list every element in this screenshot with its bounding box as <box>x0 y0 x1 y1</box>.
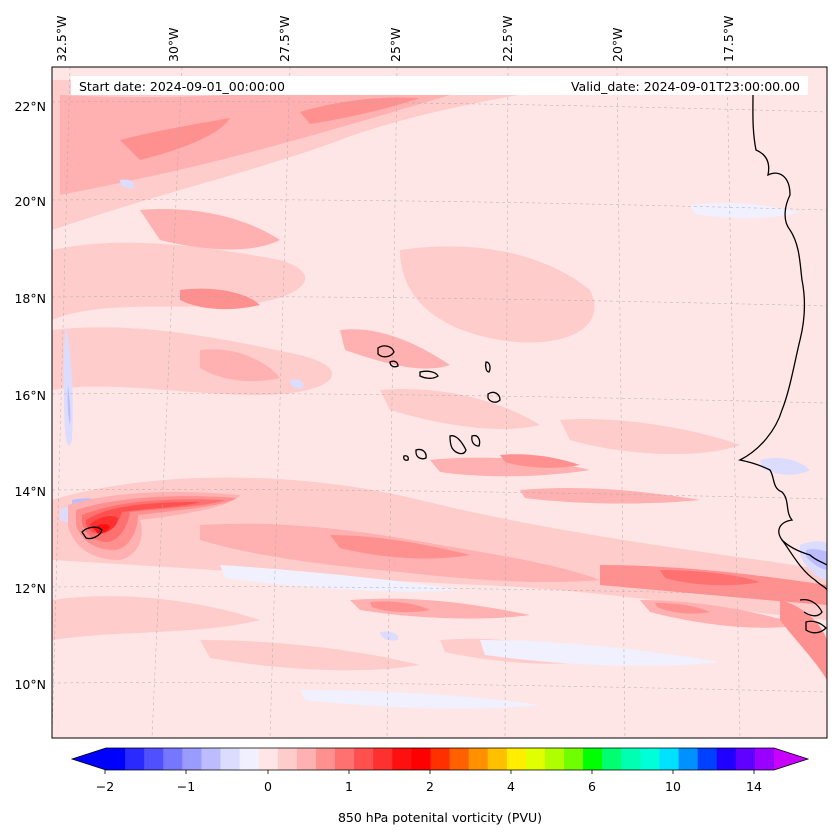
lon-label: 27.5°W <box>277 16 292 62</box>
lon-label: 30°W <box>166 27 181 62</box>
colorbar-tick-label: 6 <box>588 779 596 794</box>
island-boa-vista <box>487 391 501 403</box>
colorbar-over-triangle <box>774 748 808 770</box>
colorbar-label: 850 hPa potenital vorticity (PVU) <box>338 810 542 825</box>
header-banner: Start date: 2024-09-01_00:00:00 Valid_da… <box>71 76 808 95</box>
colorbar-cell <box>220 748 240 770</box>
colorbar-cell <box>411 748 431 770</box>
colorbar-cell <box>449 748 470 770</box>
colorbar-cell <box>182 748 202 770</box>
colorbar-cell <box>468 748 489 770</box>
colorbar-cell <box>201 748 221 770</box>
colorbar-cell <box>239 748 260 770</box>
lat-label: 20°N <box>14 194 46 209</box>
colorbar-cell <box>487 748 508 770</box>
colorbar-cell <box>277 748 298 770</box>
colorbar-cell <box>735 748 756 770</box>
colorbar-cell <box>583 748 603 770</box>
colorbar-cell <box>125 748 145 770</box>
colorbar-cell <box>506 748 527 770</box>
colorbar-cell <box>163 748 183 770</box>
colorbar-under-triangle <box>72 748 106 770</box>
colorbar-tick-label: 10 <box>665 779 681 794</box>
lat-label: 10°N <box>14 677 46 692</box>
lat-label: 18°N <box>14 291 46 306</box>
colorbar-tick-label: 4 <box>507 779 515 794</box>
island-brava <box>403 455 409 461</box>
colorbar-cell <box>144 748 164 770</box>
colorbar-cell <box>678 748 699 770</box>
colorbar-cell <box>296 748 317 770</box>
colorbar-cell <box>430 748 450 770</box>
island-sao-vicente <box>389 360 399 368</box>
colorbar-cell <box>315 748 336 770</box>
lon-label: 25°W <box>388 27 403 62</box>
colorbar-cell <box>716 748 737 770</box>
colorbar-cell <box>392 748 412 770</box>
lon-label: 22.5°W <box>500 16 515 62</box>
colorbar-tick-label: 14 <box>746 779 762 794</box>
colorbar-cell <box>640 748 660 770</box>
colorbar-cell <box>659 748 679 770</box>
start-date-text: Start date: 2024-09-01_00:00:00 <box>79 79 285 94</box>
colorbar-cell <box>564 748 584 770</box>
lat-label: 14°N <box>14 484 46 499</box>
colorbar: −2 −1 0 1 2 4 6 10 14 850 hPa potenital … <box>70 747 810 825</box>
lat-label: 22°N <box>14 99 46 114</box>
colorbar-cell <box>544 748 565 770</box>
island-santiago <box>449 435 467 455</box>
pv-map <box>52 67 827 738</box>
island-maio <box>471 434 481 447</box>
colorbar-tick-label: 0 <box>264 779 272 794</box>
lat-label: 12°N <box>14 581 46 596</box>
island-sao-nicolau <box>419 370 439 379</box>
africa-coastline <box>738 94 827 566</box>
colorbar-cell <box>258 748 279 770</box>
island-fogo <box>415 448 427 460</box>
lon-label: 32.5°W <box>54 16 69 62</box>
colorbar-cells <box>106 748 775 770</box>
colorbar-cell <box>106 748 126 770</box>
coastlines <box>81 94 827 634</box>
pv-contours <box>52 80 827 709</box>
colorbar-outline <box>70 747 810 771</box>
longitude-labels: 32.5°W 30°W 27.5°W 25°W 22.5°W 20°W 17.5… <box>54 16 736 62</box>
colorbar-cell <box>621 748 641 770</box>
colorbar-cell <box>754 748 775 770</box>
cyclone-center-contour <box>81 526 103 540</box>
colorbar-tick-label: 2 <box>426 779 434 794</box>
colorbar-tick-label: −1 <box>177 779 195 794</box>
lon-label: 20°W <box>610 27 625 62</box>
colorbar-ticks <box>104 770 755 774</box>
lat-label: 16°N <box>14 388 46 403</box>
island-santo-antao <box>377 345 395 358</box>
colorbar-tick-label: −2 <box>96 779 114 794</box>
colorbar-tick-label: 1 <box>345 779 353 794</box>
colorbar-cell <box>354 748 374 770</box>
lon-label: 17.5°W <box>721 16 736 62</box>
colorbar-cell <box>373 748 393 770</box>
graticule <box>52 67 827 738</box>
map-frame <box>51 66 828 739</box>
latitude-labels: 22°N 20°N 18°N 16°N 14°N 12°N 10°N <box>14 99 46 692</box>
gambia-coast <box>799 598 823 617</box>
valid-date-text: Valid_date: 2024-09-01T23:00:00.00 <box>571 79 800 94</box>
colorbar-cell <box>335 748 355 770</box>
island-sal <box>484 361 491 373</box>
colorbar-cell <box>602 748 622 770</box>
colorbar-cell <box>697 748 718 770</box>
colorbar-cell <box>525 748 546 770</box>
